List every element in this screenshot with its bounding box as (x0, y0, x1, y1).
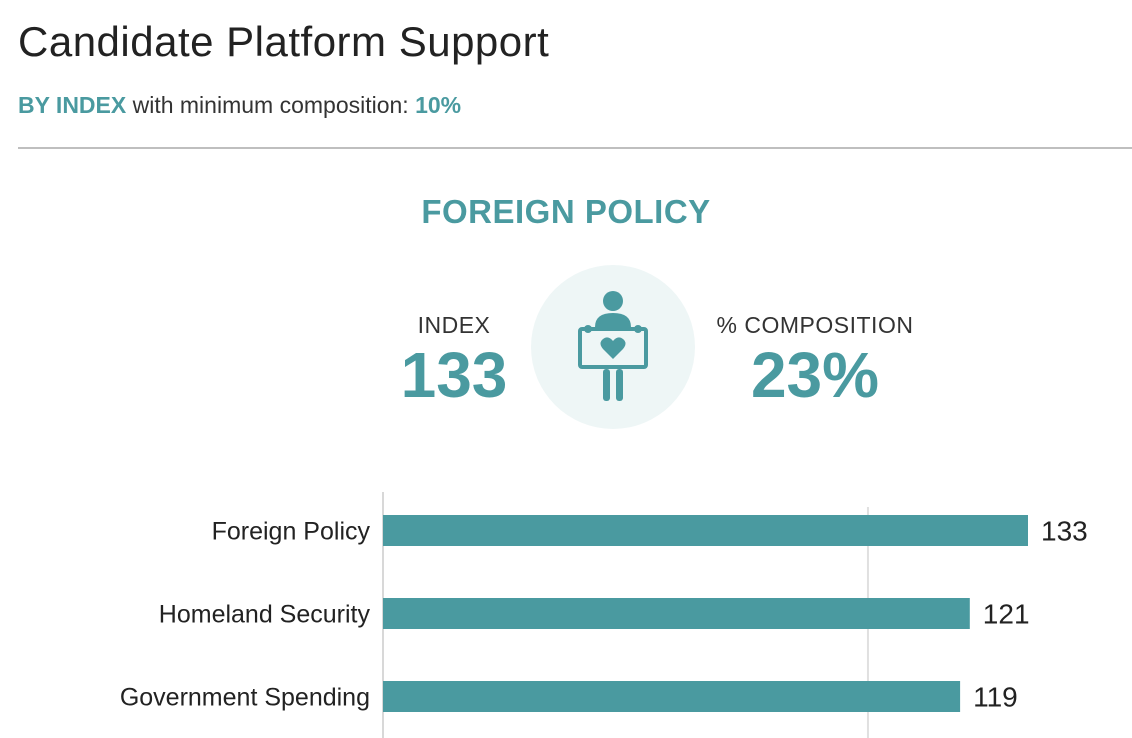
bar (383, 681, 961, 712)
subtitle-min-composition: 10% (415, 92, 462, 118)
composition-stat: % COMPOSITION 23% (700, 312, 930, 407)
index-stat: INDEX 133 (396, 312, 512, 407)
subtitle: BY INDEX with minimum composition: 10% (18, 92, 461, 119)
icon-circle (531, 265, 695, 429)
data-label: 133 (1041, 516, 1088, 547)
subtitle-text: with minimum composition: (126, 92, 416, 118)
category-label: Government Spending (120, 684, 370, 712)
bar (383, 598, 970, 629)
index-value: 133 (400, 339, 508, 411)
person-holding-heart-sign-icon (578, 291, 648, 401)
subtitle-mode: BY INDEX (18, 92, 127, 118)
index-label: INDEX (417, 312, 491, 338)
highlight-title: FOREIGN POLICY (421, 193, 711, 230)
composition-label: % COMPOSITION (716, 312, 914, 338)
page-title: Candidate Platform Support (18, 18, 550, 65)
category-label: Homeland Security (159, 601, 371, 629)
header-divider (18, 147, 1132, 149)
composition-value: 23% (750, 339, 880, 411)
category-label: Foreign Policy (212, 518, 371, 546)
bar (383, 515, 1028, 546)
data-label: 121 (983, 599, 1030, 630)
data-label: 119 (973, 682, 1018, 713)
